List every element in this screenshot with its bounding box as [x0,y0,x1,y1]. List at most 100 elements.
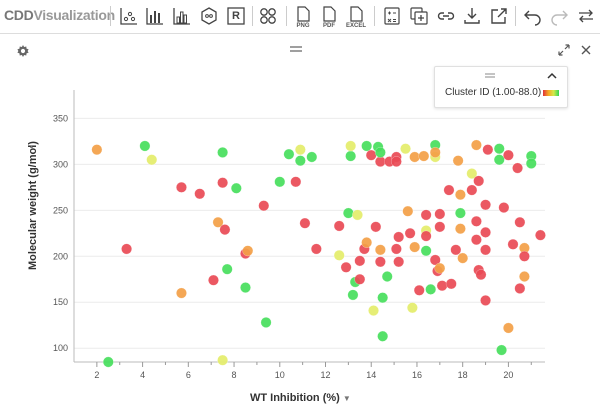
cluster-button[interactable] [256,4,280,28]
data-point[interactable] [470,139,482,151]
data-point[interactable] [454,189,466,201]
data-point[interactable] [176,181,187,193]
data-point[interactable] [274,176,286,188]
data-point[interactable] [374,256,386,268]
data-point[interactable] [512,162,524,174]
data-point[interactable] [473,175,485,187]
data-point[interactable] [342,207,354,219]
data-point[interactable] [514,216,526,228]
data-point[interactable] [534,229,546,241]
data-point[interactable] [91,144,103,156]
redo-button[interactable] [547,4,571,28]
data-point[interactable] [240,282,251,293]
data-point[interactable] [221,263,233,275]
data-point[interactable] [443,184,455,196]
data-point[interactable] [217,177,229,189]
data-point[interactable] [219,224,231,236]
data-point[interactable] [374,156,386,168]
data-point[interactable] [498,202,510,214]
data-point[interactable] [409,151,421,163]
data-point[interactable] [518,250,530,262]
data-point[interactable] [368,305,379,316]
structure-button[interactable] [197,4,221,28]
data-point[interactable] [340,261,352,273]
data-point[interactable] [404,227,416,239]
data-point[interactable] [480,294,492,306]
data-point[interactable] [493,154,505,166]
data-point[interactable] [260,317,272,328]
data-point[interactable] [139,140,151,152]
data-point[interactable] [420,209,432,221]
data-point[interactable] [374,244,386,256]
data-point[interactable] [354,255,366,267]
download-button[interactable] [460,4,484,28]
data-point[interactable] [212,216,224,228]
data-point[interactable] [390,243,402,255]
data-point[interactable] [390,156,402,168]
data-point[interactable] [518,271,530,282]
data-point[interactable] [502,322,514,334]
data-point[interactable] [393,231,405,243]
data-point[interactable] [409,241,421,253]
data-point[interactable] [242,245,254,257]
data-point[interactable] [418,150,430,162]
data-point[interactable] [400,143,411,155]
data-point[interactable] [361,237,373,248]
bar-chart-button[interactable] [143,4,167,28]
export-png-button[interactable]: PNG [291,4,315,29]
data-point[interactable] [377,292,389,304]
data-point[interactable] [480,244,492,256]
close-icon[interactable] [580,44,592,56]
x-axis-title[interactable]: WT Inhibition (%) ▼ [250,392,351,404]
data-point[interactable] [413,284,425,296]
data-point[interactable] [361,140,373,152]
data-point[interactable] [436,280,448,292]
data-point[interactable] [333,220,345,232]
data-point[interactable] [434,262,446,274]
drag-handle-icon[interactable] [290,46,302,52]
data-point[interactable] [294,155,306,167]
data-point[interactable] [525,157,537,169]
data-point[interactable] [365,149,377,161]
data-point[interactable] [470,234,482,246]
data-point[interactable] [283,148,295,160]
data-point[interactable] [425,283,437,295]
data-point[interactable] [294,144,306,156]
r-script-button[interactable]: R [224,4,248,28]
expand-icon[interactable] [558,44,570,56]
data-point[interactable] [347,289,359,301]
data-point[interactable] [393,256,405,268]
open-external-button[interactable] [487,4,511,28]
data-point[interactable] [480,226,492,238]
data-point[interactable] [306,151,318,163]
data-point[interactable] [454,223,466,235]
chevron-up-icon[interactable] [547,72,557,80]
data-point[interactable] [452,155,464,167]
data-point[interactable] [217,146,229,158]
data-point[interactable] [406,302,418,314]
gear-icon[interactable] [16,44,30,58]
data-point[interactable] [299,217,311,229]
data-point[interactable] [290,176,302,188]
data-point[interactable] [352,209,363,221]
data-point[interactable] [310,243,322,255]
data-point[interactable] [420,245,432,257]
export-excel-button[interactable]: EXCEL [344,4,368,29]
data-point[interactable] [121,243,133,255]
data-point[interactable] [402,205,414,217]
data-point[interactable] [333,249,345,261]
data-point[interactable] [502,149,514,161]
data-point[interactable] [482,144,494,156]
histogram-button[interactable] [170,4,194,28]
data-point[interactable] [434,208,446,220]
data-point[interactable] [480,199,492,211]
data-point[interactable] [354,273,366,285]
data-point[interactable] [466,168,478,179]
data-point[interactable] [370,221,382,233]
data-point[interactable] [208,274,219,286]
data-point[interactable] [507,238,519,250]
undo-button[interactable] [521,4,545,28]
export-pdf-button[interactable]: PDF [317,4,341,29]
link-button[interactable] [434,4,458,28]
data-point[interactable] [374,146,386,158]
